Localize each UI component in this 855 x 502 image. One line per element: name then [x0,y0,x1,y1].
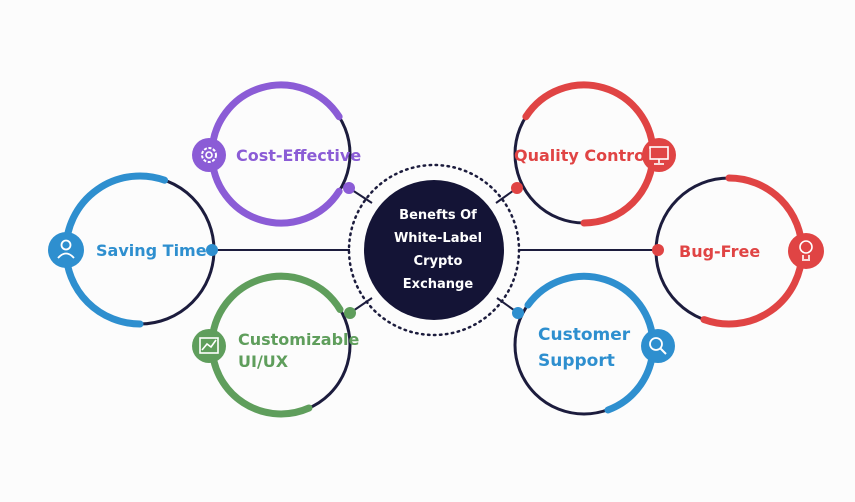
label-support: Support [538,351,615,371]
gear-icon [192,138,226,172]
label-quality-control: Quality Control [514,146,651,165]
connector-dot [344,307,356,319]
label-ui-ux: UI/UX [238,352,289,371]
node-saving-time: Saving Time [48,172,218,328]
center-dotted-ring [347,163,521,337]
ring-arc-top [62,172,169,254]
center-line-2: White-Label [394,231,482,246]
user-icon [48,232,84,268]
node-customizable-ui-ux: Customizable UI/UX [192,272,360,418]
ring-arc-top [208,272,344,349]
node-bug-free: Bug-Free [652,174,824,328]
connector-dot [343,182,355,194]
node-quality-control: Quality Control [511,81,676,227]
label-customizable: Customizable [238,330,360,349]
lightbulb-icon [788,233,824,269]
monitor-icon [642,138,676,172]
ring-arc-top [522,81,657,158]
connector-dot [206,244,218,256]
ring-arc-bottom [208,150,343,227]
ring-arc-top [208,81,343,158]
center-hub: Benefts Of White-Label Crypto Exchange [347,163,521,337]
label-cost-effective: Cost-Effective [236,146,361,165]
ring-arc-bottom [700,247,806,328]
connector-dot [652,244,664,256]
center-line-4: Exchange [403,277,474,292]
connector-dot [511,182,523,194]
center-line-1: Benefts Of [399,208,477,223]
center-line-3: Crypto [414,254,463,269]
search-icon [641,329,675,363]
center-circle [364,180,504,320]
label-saving-time: Saving Time [96,241,207,260]
connector-dot [512,307,524,319]
chart-trend-icon [192,329,226,363]
node-cost-effective: Cost-Effective [192,81,361,227]
ring-arc-top [524,272,657,349]
ring-arc-top [725,174,806,255]
node-customer-support: Customer Support [512,272,675,416]
ring-arc-bottom [208,341,313,418]
label-customer: Customer [538,325,631,345]
label-bug-free: Bug-Free [679,242,760,261]
